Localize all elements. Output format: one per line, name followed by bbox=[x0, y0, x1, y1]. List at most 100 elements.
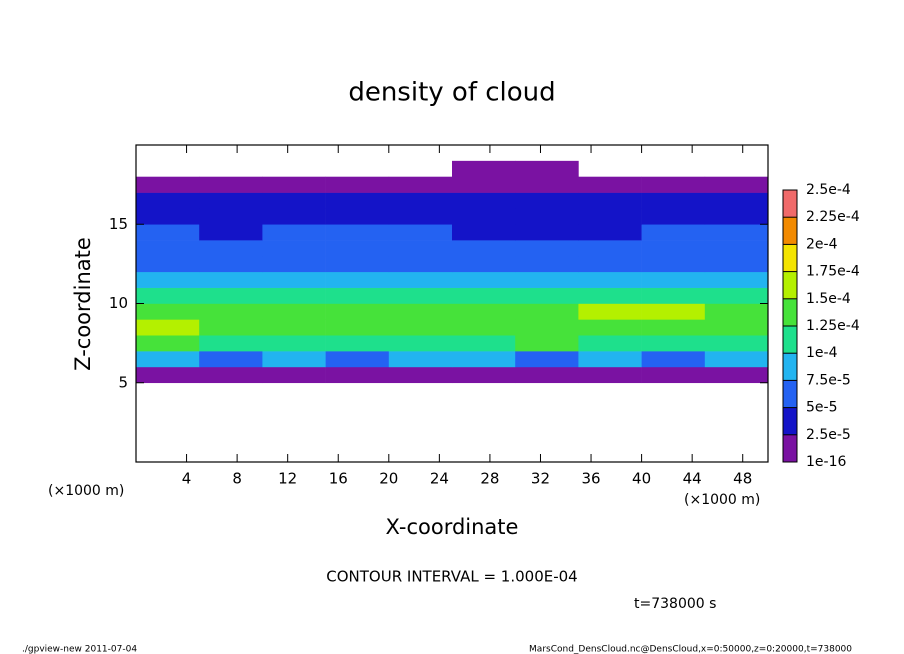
field-cell bbox=[578, 287, 642, 304]
field-cell bbox=[641, 208, 706, 225]
colorbar-swatch bbox=[783, 380, 797, 408]
time-note: t=738000 s bbox=[634, 596, 716, 612]
field-cell bbox=[136, 192, 200, 209]
field-cell bbox=[515, 255, 579, 273]
field-cell bbox=[388, 366, 453, 384]
field-cell bbox=[136, 176, 200, 193]
field-cell bbox=[641, 287, 706, 304]
field-cell bbox=[578, 208, 642, 225]
colorbar-swatch bbox=[783, 326, 797, 354]
field-cell bbox=[199, 351, 263, 368]
colorbar-label: 5e-5 bbox=[806, 400, 837, 416]
field-cell bbox=[578, 224, 642, 241]
field-cell bbox=[388, 287, 453, 304]
field-cell bbox=[325, 240, 390, 257]
field-cell bbox=[515, 287, 579, 304]
x-tick-label: 12 bbox=[278, 470, 297, 488]
field-cell bbox=[641, 192, 706, 209]
field-cell bbox=[136, 303, 200, 320]
field-cell bbox=[136, 319, 200, 336]
field-cell bbox=[704, 287, 769, 304]
field-cell bbox=[704, 351, 769, 368]
field-cell bbox=[578, 192, 642, 209]
field-cell bbox=[515, 319, 579, 336]
x-tick-label: 36 bbox=[581, 470, 600, 488]
field-cell bbox=[325, 224, 390, 241]
field-cell bbox=[388, 208, 453, 225]
x-tick-label: 28 bbox=[480, 470, 499, 488]
y-tick-label: 10 bbox=[109, 294, 128, 312]
field-cell bbox=[452, 208, 516, 225]
field-cell bbox=[578, 351, 642, 368]
x-tick-label: 8 bbox=[232, 470, 242, 488]
field-cell bbox=[136, 351, 200, 368]
field-cell bbox=[199, 366, 263, 384]
field-cell bbox=[704, 224, 769, 241]
field-cell bbox=[199, 192, 263, 209]
x-tick-label: 24 bbox=[430, 470, 449, 488]
field-cell bbox=[262, 224, 326, 241]
x-tick-label: 48 bbox=[733, 470, 752, 488]
chart-title: density of cloud bbox=[348, 78, 555, 108]
field-cell bbox=[325, 255, 390, 273]
field-cell bbox=[641, 240, 706, 257]
field-cell bbox=[452, 366, 516, 384]
field-cell bbox=[704, 319, 769, 336]
field-cell bbox=[578, 319, 642, 336]
x-unit-label: (×1000 m) bbox=[684, 492, 760, 508]
field-cell bbox=[325, 271, 390, 288]
field-cell bbox=[452, 192, 516, 209]
field-cell bbox=[515, 192, 579, 209]
y-tick-label: 5 bbox=[118, 373, 128, 391]
field-cell bbox=[136, 255, 200, 273]
colorbar-label: 2.5e-4 bbox=[806, 182, 851, 198]
field-cell bbox=[578, 303, 642, 320]
field-cell bbox=[136, 366, 200, 384]
x-axis-label: X-coordinate bbox=[386, 515, 519, 539]
field-cell bbox=[641, 335, 706, 352]
field-cell bbox=[578, 255, 642, 273]
field-cell bbox=[578, 366, 642, 384]
field-cell bbox=[388, 351, 453, 368]
field-cell bbox=[199, 240, 263, 257]
field-cell bbox=[704, 366, 769, 384]
x-tick-label: 16 bbox=[329, 470, 348, 488]
field-cell bbox=[641, 271, 706, 288]
field-cell bbox=[199, 271, 263, 288]
field-cell bbox=[199, 208, 263, 225]
colorbar-swatch bbox=[783, 190, 797, 218]
field-cell bbox=[325, 287, 390, 304]
field-cell bbox=[515, 351, 579, 368]
field-cell bbox=[641, 176, 706, 193]
field-cell bbox=[452, 224, 516, 241]
field-cell bbox=[262, 366, 326, 384]
x-tick-label: 4 bbox=[182, 470, 192, 488]
contour-interval: CONTOUR INTERVAL = 1.000E-04 bbox=[326, 568, 577, 586]
x-tick-label: 32 bbox=[531, 470, 550, 488]
field-cell bbox=[325, 303, 390, 320]
field-cell bbox=[262, 351, 326, 368]
field-cell bbox=[199, 303, 263, 320]
field-cell bbox=[388, 240, 453, 257]
field-cell bbox=[388, 319, 453, 336]
colorbar-label: 7.5e-5 bbox=[806, 372, 851, 388]
field-cell bbox=[704, 208, 769, 225]
field-cell bbox=[262, 303, 326, 320]
field-cell bbox=[515, 240, 579, 257]
field-cell bbox=[199, 287, 263, 304]
field-cell bbox=[515, 366, 579, 384]
field-cell bbox=[325, 176, 390, 193]
colorbar-swatch bbox=[783, 271, 797, 299]
field-cell bbox=[136, 335, 200, 352]
field-cell bbox=[452, 335, 516, 352]
field-cell bbox=[262, 208, 326, 225]
field-cell bbox=[136, 287, 200, 304]
colorbar-swatch bbox=[783, 244, 797, 272]
colorbar-label: 1.5e-4 bbox=[806, 291, 851, 307]
field-cell bbox=[199, 319, 263, 336]
field-cell bbox=[325, 208, 390, 225]
field-cell bbox=[515, 208, 579, 225]
field-cell bbox=[515, 271, 579, 288]
field-cell bbox=[262, 255, 326, 273]
x-tick-label: 44 bbox=[683, 470, 702, 488]
